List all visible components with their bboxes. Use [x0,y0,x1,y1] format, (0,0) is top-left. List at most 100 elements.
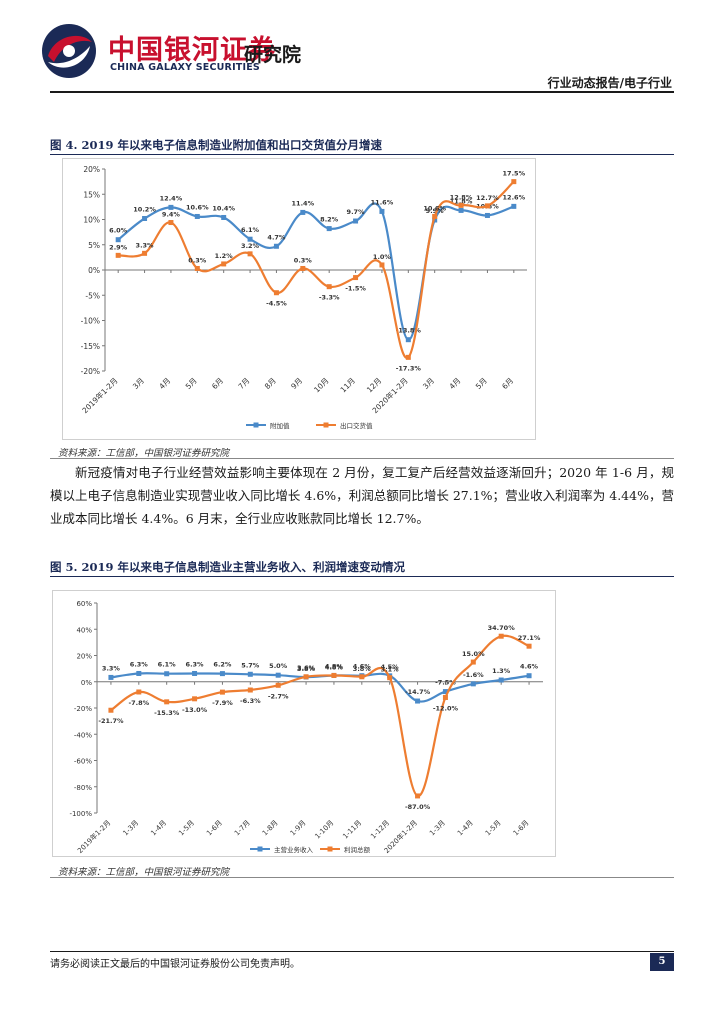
legend-label: 主营业务收入 [274,845,314,854]
data-label: -7.8% [128,699,149,707]
y-tick-label: -100% [69,810,92,818]
data-label: 11.4% [292,199,315,207]
legend-label: 出口交货值 [340,421,373,430]
data-point [359,674,365,680]
data-point [526,643,532,649]
x-tick-label: 10月 [312,376,330,394]
figure5-source-divider [50,877,674,878]
data-label: 5.7% [241,661,260,669]
y-tick-label: 20% [83,165,100,174]
data-point [511,179,517,185]
legend-marker [327,846,333,852]
x-tick-label: 1-8月 [261,819,280,838]
footer-divider [50,951,674,952]
data-point [142,215,148,221]
data-point [379,208,385,214]
x-tick-label: 1-3月 [428,819,447,838]
y-tick-label: 5% [88,241,100,250]
y-tick-label: -20% [81,367,100,376]
data-label: 1.2% [215,252,234,260]
figure4-title-divider [50,154,674,155]
data-label: -6.3% [240,697,261,705]
x-tick-label: 9月 [289,376,304,391]
footer-disclaimer: 请务必阅读正文最后的中国银河证券股份公司免责声明。 [50,959,300,970]
x-tick-label: 1-10月 [314,819,336,841]
data-label: 17.5% [503,170,526,178]
logo-english-name: CHINA GALAXY SECURITIES [110,62,260,73]
data-point [219,689,225,695]
x-tick-label: 5月 [474,376,489,391]
data-point [164,671,170,677]
data-point [300,265,306,271]
data-label: 6.2% [213,661,232,669]
data-point [192,670,198,676]
data-label: -3.3% [319,294,340,302]
data-label: -4.5% [266,300,287,308]
y-tick-label: 40% [76,626,92,634]
data-point [405,337,411,343]
x-tick-label: 1-4月 [149,819,168,838]
figure5-title: 图 5. 2019 年以来电子信息制造业主营业务收入、利润增速变动情况 [50,560,406,574]
data-label: 5.0% [269,662,288,670]
data-point [108,707,114,713]
data-point [353,218,359,224]
x-tick-label: 4月 [157,376,172,391]
data-label: 4.8% [325,662,344,670]
series-line-0 [117,202,515,341]
data-point [300,209,306,215]
data-point [353,275,359,281]
x-tick-label: 1-12月 [369,819,391,841]
data-point [221,261,227,267]
data-label: 12.7% [476,194,499,202]
data-label: -7.9% [212,699,233,707]
data-point [275,672,281,678]
data-label: 3.3% [102,664,121,672]
data-label: 9.7% [347,208,366,216]
data-label: 6.0% [109,227,128,235]
data-point [136,689,142,695]
data-point [247,687,253,693]
data-point [168,204,174,210]
data-point [164,699,170,705]
data-label: 4.7% [267,233,286,241]
data-label: 27.1% [518,634,541,642]
data-label: 10.4% [212,204,235,212]
data-label: 1.0% [373,253,392,261]
data-label: -14.7% [405,688,431,696]
data-label: 10.6% [186,203,209,211]
data-point [458,207,464,213]
figure4-chart: 20% 15% 10% 5% 0% -5% -10% -15% -20%2019年1-2月 3月 4… [80,165,527,430]
logo-chinese-name: 中国银河证券 [108,35,276,66]
data-point [498,633,504,639]
data-label: -13.8% [396,327,422,335]
figure5-chart: 60% 40% 20% 0% -20% -40% -60% -80% -100%2019年1-2… [69,600,543,855]
data-point [442,689,448,695]
data-label: 15.0% [462,650,485,658]
data-point [442,695,448,700]
data-label: 3.6% [297,664,316,672]
legend-marker [323,422,329,428]
data-label: 8.2% [320,216,339,224]
data-point [247,671,253,677]
data-label: 4.6% [520,663,539,671]
data-point [275,682,281,688]
data-label: 3.8% [353,665,372,673]
data-point [273,243,279,249]
data-point [405,354,411,360]
data-point [432,213,438,219]
data-point [484,212,490,218]
data-point [194,213,200,219]
y-tick-label: -60% [74,758,92,766]
x-tick-label: 1-4月 [456,819,475,838]
data-label: -2.7% [268,692,289,700]
data-point [387,675,393,681]
x-tick-label: 11月 [339,376,357,394]
body-paragraph-block: 新冠疫情对电子行业经营效益影响主要体现在 2 月份，复工复产后经营效益逐渐回升；… [50,461,674,530]
x-tick-label: 8月 [263,376,278,391]
x-tick-label: 7月 [236,376,251,391]
data-label: 3.2% [241,242,260,250]
data-point [108,674,114,680]
y-tick-label: -20% [74,705,92,713]
data-label: 12.8% [450,193,473,201]
data-label: 10.2% [133,205,156,213]
